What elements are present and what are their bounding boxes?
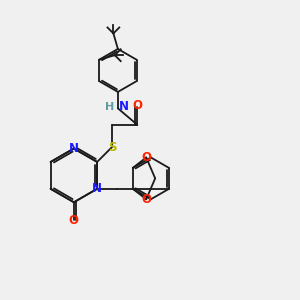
- Text: O: O: [141, 193, 151, 206]
- Text: O: O: [69, 214, 79, 227]
- Text: N: N: [119, 100, 129, 113]
- Text: H: H: [105, 102, 114, 112]
- Text: N: N: [69, 142, 79, 155]
- Text: O: O: [141, 151, 151, 164]
- Text: S: S: [108, 141, 116, 154]
- Text: N: N: [92, 182, 102, 195]
- Text: O: O: [132, 99, 142, 112]
